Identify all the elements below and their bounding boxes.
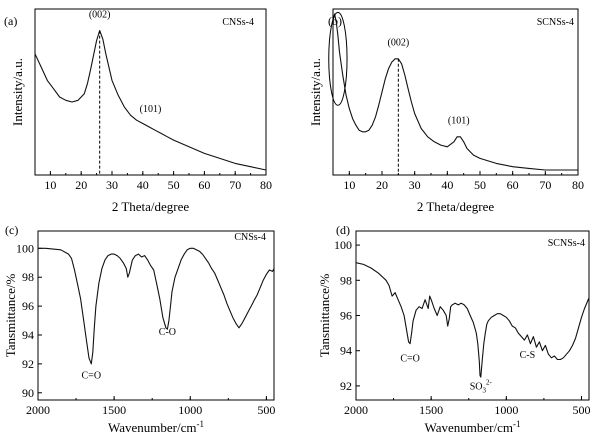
x-tick-label: 20: [75, 178, 87, 192]
plot-frame: [332, 8, 579, 176]
x-axis-title: 2 Theta/degree: [417, 199, 495, 214]
y-tick-label: 94: [22, 328, 34, 342]
y-tick-label: 96: [22, 299, 34, 313]
ftir-chart-scnss4-svg: 2000 1500 1000 500 92 94 96 98 100 Wavenumber/cm-…: [317, 223, 590, 435]
y-tick-label: 94: [340, 344, 352, 358]
y-tick-label: 98: [340, 273, 352, 287]
y-tick-label: 100: [334, 238, 352, 252]
x-tick-label: 30: [409, 178, 421, 192]
y-axis-title: Intensity/a.u.: [10, 58, 25, 126]
sample-label: SCNSs-4: [548, 238, 585, 249]
x-tick-label: 500: [572, 403, 590, 417]
x-tick-label: 1000: [494, 403, 518, 417]
peak-label: (101): [140, 104, 162, 115]
x-axis-title: Wavenumber/cm-1: [425, 419, 521, 435]
x-axis-title-sup: -1: [196, 419, 204, 429]
peak-annotation: C-O: [159, 327, 176, 338]
x-axis-title: Wavenumber/cm-1: [108, 419, 204, 435]
xrd-chart-scnss4-svg: 10 20 30 40 50 60 70 80 2 Theta/degree Intensity/…: [308, 8, 584, 214]
xrd-chart-cnss4-svg: 10 20 30 40 50 60 70 80 2 Theta/degree Intensity/…: [4, 8, 272, 214]
y-tick-label: 100: [16, 241, 34, 255]
x-tick-label: 50: [474, 178, 486, 192]
x-tick-label: 70: [539, 178, 551, 192]
x-tick-label: 80: [572, 178, 584, 192]
x-axis-title-sup: -1: [513, 419, 521, 429]
xrd-chart-scnss4: 10 20 30 40 50 60 70 80 2 Theta/degree Intensity/…: [298, 0, 596, 218]
plot-frame: [37, 230, 275, 401]
series-line: [332, 13, 578, 171]
peak-label: (002): [89, 9, 111, 20]
y-axis-title: Tansmittance/%: [317, 274, 332, 358]
series-line: [34, 30, 267, 171]
y-tick-label: 98: [22, 270, 34, 284]
y-tick-label: 96: [340, 309, 352, 323]
peak-label: (101): [448, 116, 470, 127]
y-tick-label: 92: [22, 357, 34, 371]
low-angle-highlight-ellipse: [328, 11, 348, 106]
sample-label: CNSs-4: [234, 232, 266, 243]
peak-label: (002): [387, 38, 409, 49]
peak-annotation: SO32-: [470, 378, 493, 394]
x-tick-label: 10: [44, 178, 56, 192]
x-tick-label: 60: [198, 178, 210, 192]
sample-label: CNSs-4: [222, 17, 254, 28]
x-tick-label: 1000: [178, 403, 202, 417]
x-tick-label: 2000: [26, 403, 50, 417]
y-tick-label: 92: [340, 379, 352, 393]
x-tick-label: 1500: [102, 403, 126, 417]
x-tick-label: 2000: [344, 403, 368, 417]
ftir-chart-cnss4: 2000 1500 1000 500 90 92 94 96 98 100 Wavenumber/c…: [0, 218, 298, 436]
plot-frame: [34, 8, 267, 176]
sample-label: SCNSs-4: [537, 17, 574, 28]
x-tick-label: 500: [257, 403, 275, 417]
plot-frame: [355, 230, 590, 401]
x-tick-label: 30: [106, 178, 118, 192]
ftir-chart-cnss4-svg: 2000 1500 1000 500 90 92 94 96 98 100 Wavenumber/c…: [3, 223, 275, 435]
panel-letter: (a): [4, 14, 17, 28]
annotation-superscript: 2-: [486, 378, 493, 386]
peak-annotation: C=O: [82, 370, 102, 381]
x-tick-label: 20: [376, 178, 388, 192]
x-tick-label: 40: [137, 178, 149, 192]
peak-annotation: C-S: [520, 350, 536, 361]
y-axis-title: Intensity/a.u.: [308, 58, 323, 126]
y-axis-title: Tansmittance/%: [3, 274, 18, 358]
x-tick-label: 50: [168, 178, 180, 192]
x-tick-label: 70: [229, 178, 241, 192]
x-tick-label: 60: [507, 178, 519, 192]
series-line: [38, 247, 275, 365]
x-tick-label: 80: [260, 178, 272, 192]
y-tick-label: 90: [22, 386, 34, 400]
xrd-chart-cnss4: 10 20 30 40 50 60 70 80 2 Theta/degree Intensity/…: [0, 0, 298, 218]
x-tick-label: 10: [343, 178, 355, 192]
series-line: [355, 262, 590, 378]
x-axis-title: 2 Theta/degree: [112, 199, 190, 214]
x-tick-label: 1500: [419, 403, 443, 417]
ftir-chart-scnss4: 2000 1500 1000 500 92 94 96 98 100 Wavenumber/cm-…: [298, 218, 596, 436]
panel-letter: (d): [336, 223, 350, 237]
annotation-subscript: 3: [482, 386, 486, 394]
x-tick-label: 40: [441, 178, 453, 192]
panel-letter: (c): [5, 223, 18, 237]
peak-annotation: C=O: [400, 353, 420, 364]
